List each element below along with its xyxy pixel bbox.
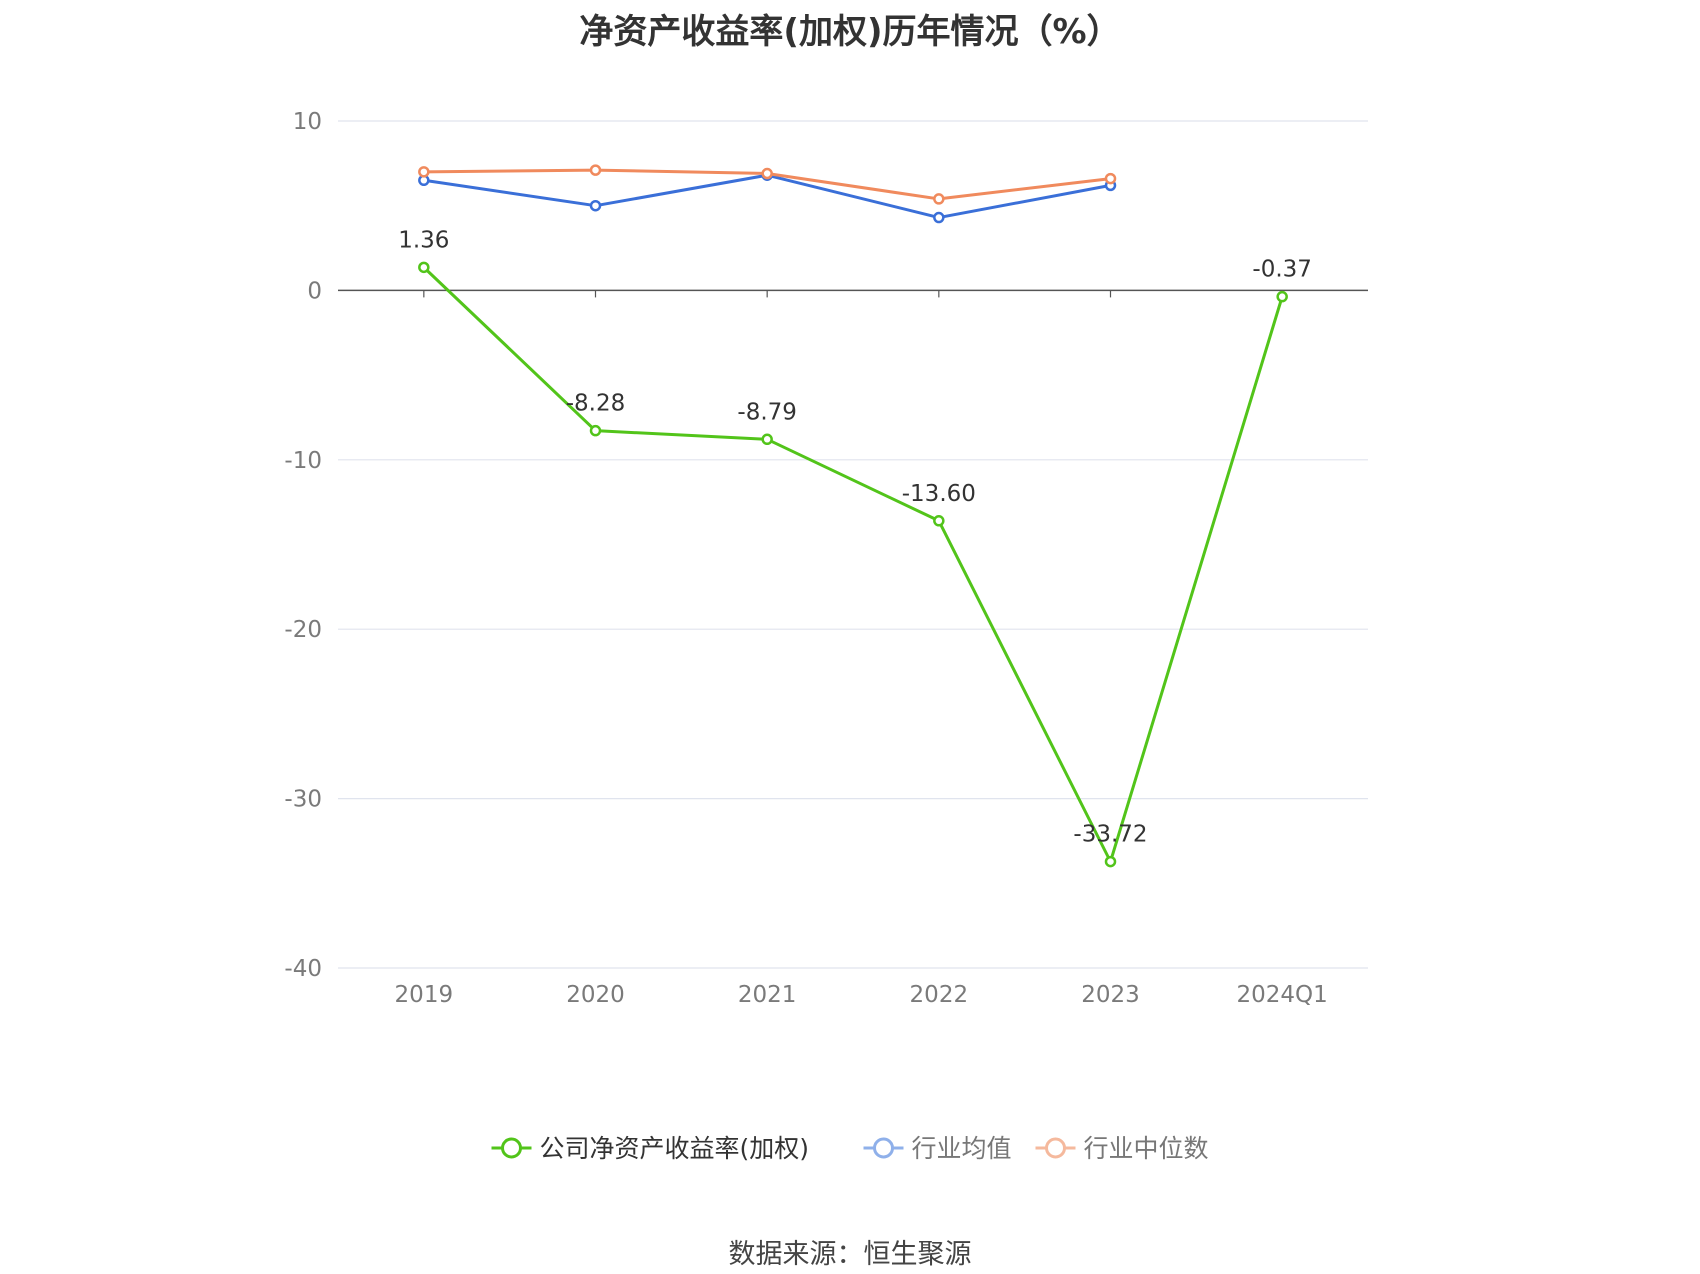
x-tick-label: 2023 [1081,982,1140,1008]
data-label: -13.60 [902,481,976,507]
y-axis: 10 0 -10 -20 -30 -40 [284,109,322,982]
legend: 公司净资产收益率(加权) 行业均值 行业中位数 [491,1134,1209,1163]
legend-item-1[interactable]: 行业均值 [863,1134,1012,1163]
data-point [418,261,430,274]
legend-circle-icon [501,1137,522,1159]
data-labels: 1.36 -8.28 -8.79 -13.60 -33.72 -0.37 [398,227,1312,847]
data-point [1104,172,1117,185]
series-line-1 [423,173,1111,220]
data-point [761,433,773,446]
chart-title: 净资产收益率(加权)历年情况（%） [579,12,1121,52]
x-tick-label: 2020 [566,982,625,1008]
data-point [933,211,945,224]
x-tick-label: 2022 [910,982,969,1008]
legend-circle-icon [873,1137,894,1159]
legend-label: 行业中位数 [1084,1134,1209,1163]
data-point [761,167,773,180]
gridlines [338,120,1368,969]
y-tick-label: -40 [284,956,322,982]
x-tick-label: 2021 [738,982,797,1008]
data-point [1276,290,1288,303]
x-axis: 2019 2020 2021 2022 2023 2024Q1 [395,290,1328,1008]
x-tick-label: 2024Q1 [1237,982,1328,1008]
data-label: 1.36 [398,227,449,253]
data-point [589,164,602,176]
data-label: -8.28 [566,391,626,417]
x-tick-label: 2019 [395,982,454,1008]
legend-label: 公司净资产收益率(加权) [540,1134,810,1163]
data-label: -33.72 [1073,822,1147,848]
data-label: -0.37 [1252,257,1312,283]
legend-item-2[interactable]: 行业中位数 [1035,1134,1209,1163]
data-point [589,199,602,212]
y-tick-label: 10 [293,109,322,135]
series-line-0 [422,266,1284,864]
legend-circle-icon [1045,1137,1066,1159]
data-point [589,424,602,437]
data-point [933,515,945,527]
data-source: 数据来源：恒生聚源 [728,1239,972,1270]
series-layer [418,164,1288,868]
data-point [1104,855,1117,868]
y-tick-label: 0 [307,278,322,304]
y-tick-label: -30 [284,787,322,813]
data-point [933,193,945,205]
y-tick-label: -10 [284,448,322,474]
data-point [418,166,430,178]
y-tick-label: -20 [284,617,322,643]
legend-label: 行业均值 [912,1134,1012,1163]
data-label: -8.79 [737,399,797,425]
legend-item-0[interactable]: 公司净资产收益率(加权) [491,1134,810,1163]
